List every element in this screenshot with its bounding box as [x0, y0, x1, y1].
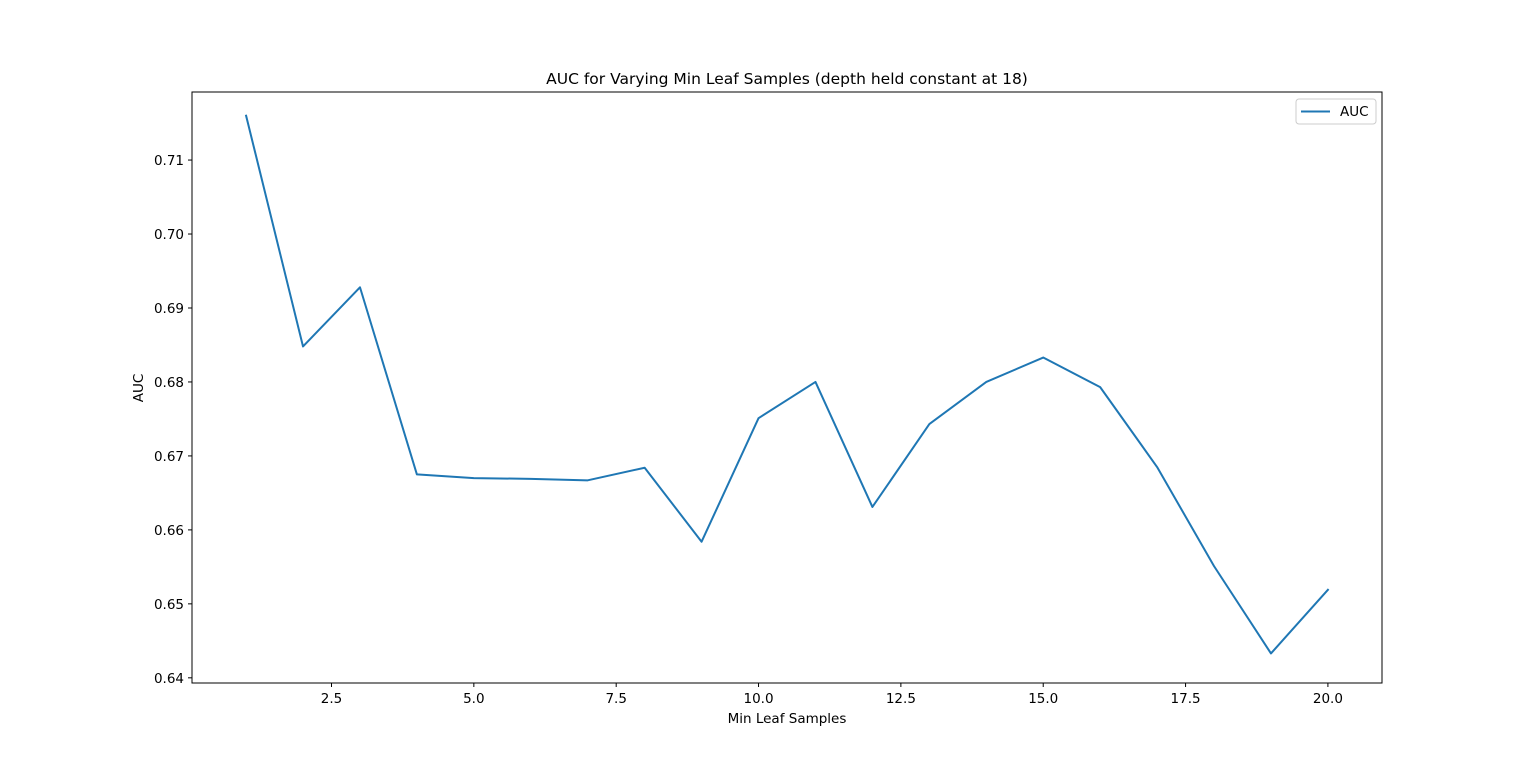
- legend: AUC: [1295, 98, 1377, 125]
- y-tick-label: 0.71: [154, 153, 184, 169]
- x-tick-label: 20.0: [1313, 691, 1343, 707]
- y-axis-label: AUC: [131, 374, 147, 403]
- axes-frame: [191, 91, 1383, 684]
- y-tick-label: 0.64: [154, 671, 184, 687]
- y-tick-label: 0.67: [154, 449, 184, 465]
- x-tick-label: 12.5: [886, 691, 916, 707]
- plot-area: [244, 114, 1330, 655]
- legend-label: AUC: [1340, 104, 1369, 120]
- x-tick-label: 7.5: [605, 691, 626, 707]
- y-tick-label: 0.69: [154, 301, 184, 317]
- x-axis-label: Min Leaf Samples: [728, 711, 847, 727]
- y-axis: 0.64 0.65 0.66 0.67 0.68 0.69 0.70 0.71: [154, 153, 192, 687]
- series-line-auc: [244, 114, 1330, 655]
- y-tick-label: 0.68: [154, 375, 184, 391]
- x-axis: 2.5 5.0 7.5 10.0 12.5 15.0 17.5 20.0: [321, 683, 1343, 707]
- y-tick-label: 0.65: [154, 597, 184, 613]
- x-tick-label: 10.0: [743, 691, 773, 707]
- x-tick-label: 15.0: [1028, 691, 1058, 707]
- x-tick-label: 5.0: [463, 691, 484, 707]
- legend-box: [1295, 98, 1377, 125]
- y-tick-label: 0.70: [154, 227, 184, 243]
- x-tick-label: 17.5: [1171, 691, 1201, 707]
- chart-title: AUC for Varying Min Leaf Samples (depth …: [546, 70, 1028, 88]
- x-tick-label: 2.5: [321, 691, 342, 707]
- y-tick-label: 0.66: [154, 523, 184, 539]
